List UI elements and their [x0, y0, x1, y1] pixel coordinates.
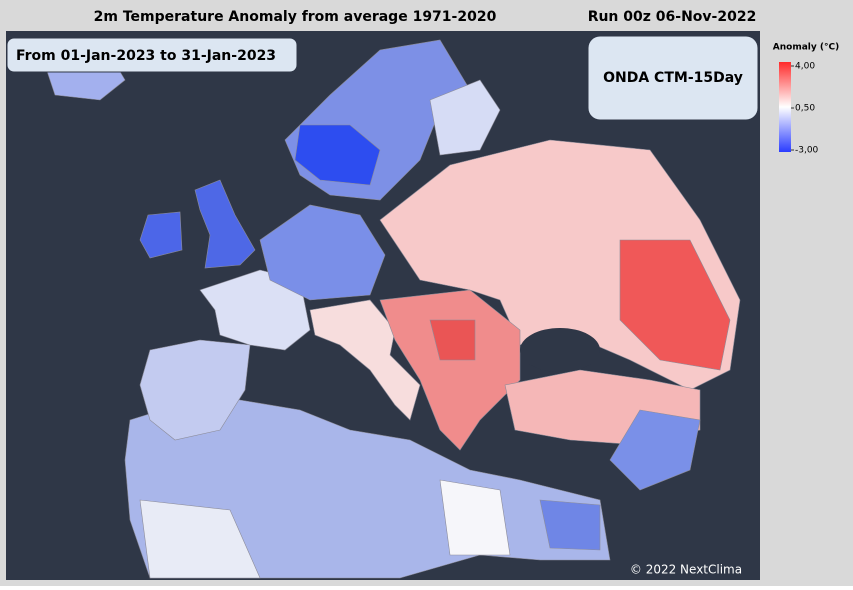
model-box	[587, 35, 759, 121]
land	[44, 39, 741, 579]
legend-ticks: 4,00 0,50 -3,00	[791, 62, 819, 156]
legend-title: Anomaly (°C)	[773, 43, 839, 53]
copyright: © 2022 NextClima	[630, 563, 742, 577]
black-sea	[520, 328, 600, 372]
run: Run 00z 06-Nov-2022	[588, 9, 757, 25]
period: From 01-Jan-2023 to 31-Jan-2023	[16, 48, 276, 64]
colorbar	[779, 62, 791, 152]
period-box	[6, 37, 298, 73]
model: ONDA CTM-15Day	[603, 70, 743, 86]
tick-label: 0,50	[795, 104, 815, 114]
title: 2m Temperature Anomaly from average 1971…	[94, 9, 497, 25]
tick-label: -3,00	[795, 146, 819, 156]
tick-label: 4,00	[795, 62, 815, 72]
